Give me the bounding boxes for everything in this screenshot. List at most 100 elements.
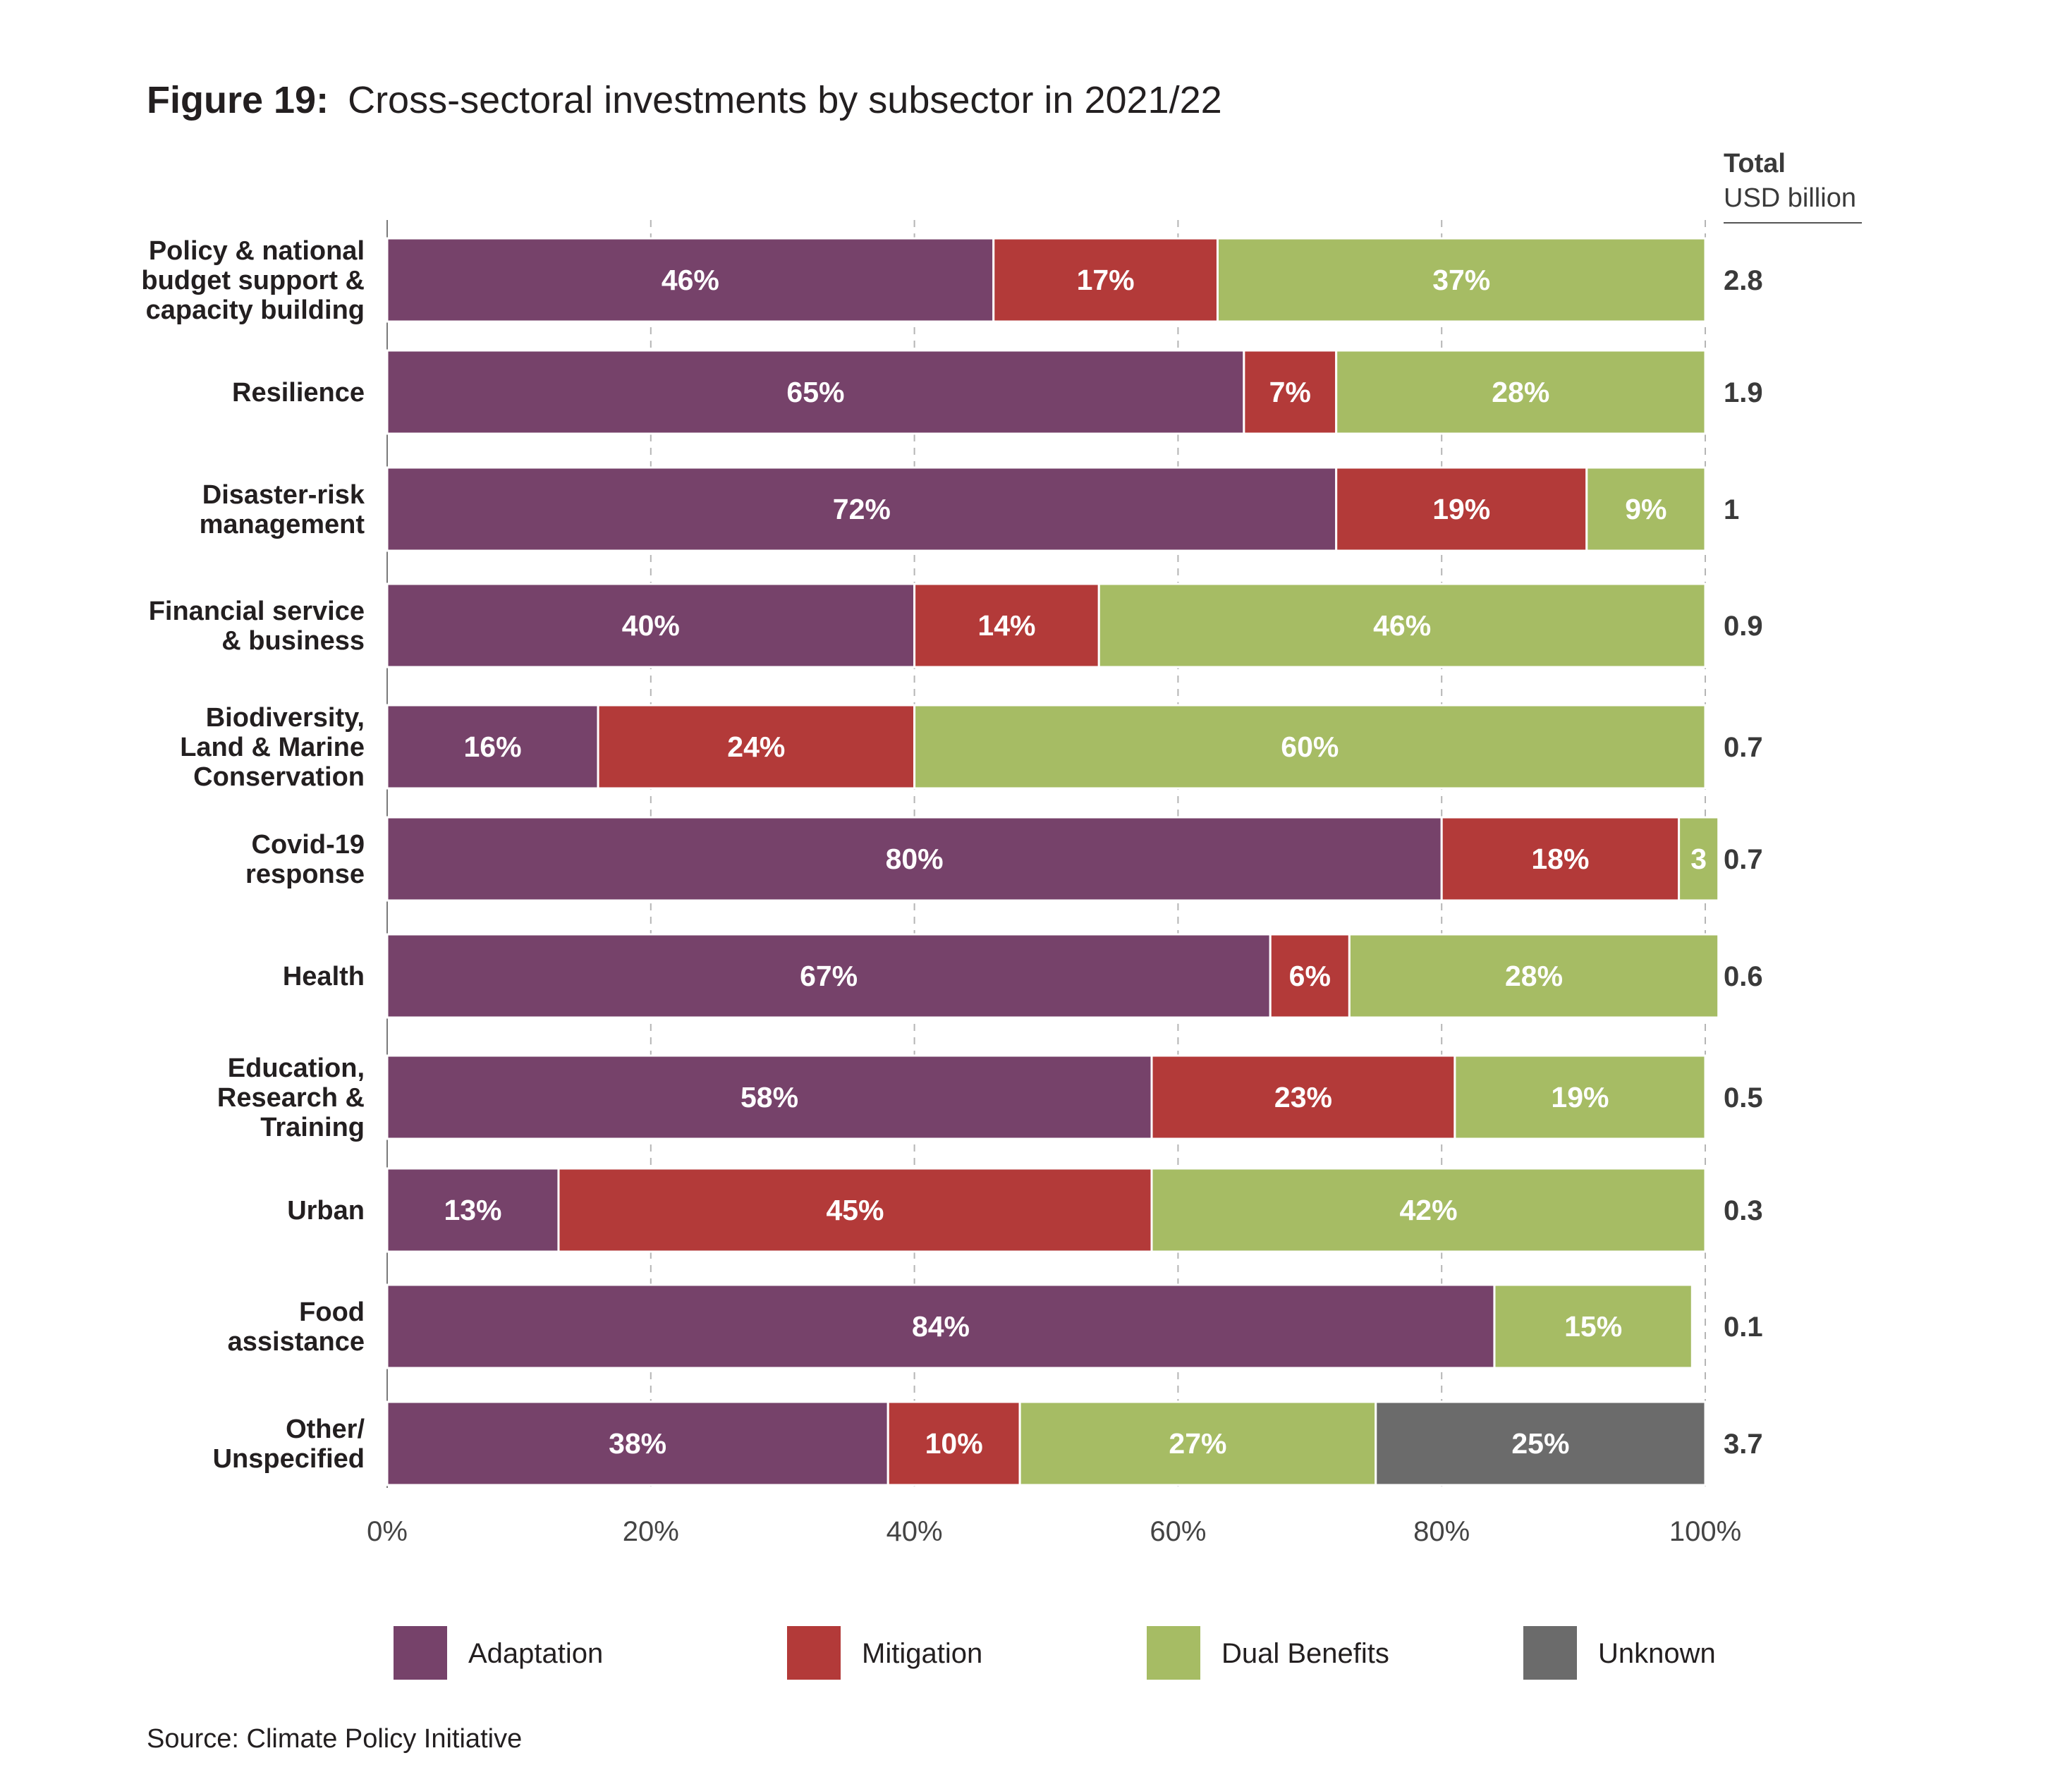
bar-data-label: 23% xyxy=(1274,1081,1332,1113)
bar-data-label: 42% xyxy=(1399,1194,1457,1226)
x-tick-label: 60% xyxy=(1150,1516,1206,1547)
bar-data-label: 28% xyxy=(1505,960,1563,992)
bar-segment-dual-benefits xyxy=(1585,466,1707,552)
bar-data-label: 9% xyxy=(1625,493,1666,525)
total-value: 0.7 xyxy=(1724,844,1763,875)
bar-data-label: 40% xyxy=(622,609,680,642)
bar-segment-dual-benefits xyxy=(1678,816,1720,902)
x-tick-label: 100% xyxy=(1669,1516,1741,1547)
x-tick-label: 40% xyxy=(886,1516,943,1547)
bar-segment-dual-benefits xyxy=(1150,1167,1707,1253)
total-value: 0.1 xyxy=(1724,1312,1763,1343)
total-value: 0.7 xyxy=(1724,732,1763,763)
category-label: Covid-19 response xyxy=(245,830,365,889)
x-axis: 0% 20% 40% 60% 80% 100% xyxy=(367,1516,1741,1547)
legend-label: Mitigation xyxy=(862,1638,982,1669)
bar-segment-mitigation xyxy=(1269,933,1351,1019)
bar-segment-adaptation xyxy=(386,704,599,790)
bar-segment-dual-benefits xyxy=(1018,1400,1377,1486)
bar-data-label: 14% xyxy=(977,609,1035,642)
source-note: Source: Climate Policy Initiative xyxy=(147,1724,522,1754)
bar-segment-dual-benefits xyxy=(1493,1283,1693,1369)
legend-label: Adaptation xyxy=(468,1638,603,1669)
bar-segment-adaptation xyxy=(386,237,995,323)
totals-header-unit: USD billion xyxy=(1724,183,1856,213)
legend-label: Unknown xyxy=(1598,1638,1716,1669)
x-tick-label: 0% xyxy=(367,1516,408,1547)
bar-data-label: 67% xyxy=(800,960,858,992)
total-value: 0.3 xyxy=(1724,1195,1763,1226)
bar-data-label: 17% xyxy=(1077,264,1135,296)
x-tick-label: 20% xyxy=(623,1516,679,1547)
figure-label: Figure 19: xyxy=(147,79,329,121)
total-value: 0.9 xyxy=(1724,611,1763,642)
bar-data-label: 27% xyxy=(1169,1427,1226,1460)
bar-segment-mitigation xyxy=(557,1167,1153,1253)
bars: 46% 17% 37% 65% 7% 28% 72% 19% 9% 40% 14% 46% 16% 24%… xyxy=(386,237,1720,1486)
bar-segment-adaptation xyxy=(386,1167,560,1253)
category-label: Financial service & business xyxy=(149,597,365,656)
bar-data-label: 37% xyxy=(1432,264,1490,296)
legend-swatch xyxy=(394,1626,447,1680)
bar-segment-mitigation xyxy=(1440,816,1681,902)
bar-segment-adaptation xyxy=(386,1283,1496,1369)
bar-data-label: 16% xyxy=(463,731,521,763)
bar-data-label: 46% xyxy=(1373,609,1431,642)
total-value: 0.6 xyxy=(1724,961,1763,992)
bar-data-label: 84% xyxy=(912,1310,970,1343)
total-value: 1 xyxy=(1724,494,1739,525)
bar-data-label: 65% xyxy=(786,376,844,408)
bar-data-label: 6% xyxy=(1289,960,1331,992)
bar-data-label: 3 xyxy=(1690,843,1707,875)
legend-swatch xyxy=(1523,1626,1577,1680)
totals-header-title: Total xyxy=(1724,149,1786,178)
bar-segment-mitigation xyxy=(992,237,1219,323)
category-label: Resilience xyxy=(232,378,365,408)
total-value: 1.9 xyxy=(1724,377,1763,408)
bar-data-label: 45% xyxy=(826,1194,884,1226)
bar-segment-adaptation xyxy=(386,933,1272,1019)
category-label: Education, Research & Training xyxy=(217,1053,365,1142)
legend-label: Dual Benefits xyxy=(1221,1638,1389,1669)
bar-data-label: 13% xyxy=(444,1194,501,1226)
bar-segment-adaptation xyxy=(386,1400,889,1486)
figure-title: Figure 19: Cross-sectoral investments by… xyxy=(147,79,1222,121)
category-label: Health xyxy=(283,962,365,991)
bar-segment-adaptation xyxy=(386,466,1338,552)
figure-title-text: Cross-sectoral investments by subsector … xyxy=(348,79,1222,121)
bar-segment-mitigation xyxy=(1335,466,1588,552)
bar-segment-mitigation xyxy=(597,704,916,790)
bar-data-label: 38% xyxy=(609,1427,666,1460)
legend-swatch xyxy=(1147,1626,1200,1680)
bar-data-label: 28% xyxy=(1492,376,1549,408)
bar-data-label: 80% xyxy=(886,843,944,875)
category-label: Food assistance xyxy=(228,1297,365,1357)
bar-segment-dual-benefits xyxy=(1097,582,1707,668)
category-labels: Policy & national budget support & capacit… xyxy=(141,236,365,1474)
bar-data-label: 58% xyxy=(741,1081,798,1113)
bar-data-label: 7% xyxy=(1269,376,1311,408)
bar-data-label: 19% xyxy=(1551,1081,1609,1113)
bar-data-label: 25% xyxy=(1511,1427,1569,1460)
bar-segment-dual-benefits xyxy=(913,704,1707,790)
bar-data-label: 72% xyxy=(833,493,891,525)
bar-segment-dual-benefits xyxy=(1348,933,1720,1019)
x-tick-label: 80% xyxy=(1413,1516,1470,1547)
bar-segment-adaptation xyxy=(386,816,1443,902)
category-label: Other/Unspecified xyxy=(213,1415,365,1474)
bar-segment-dual-benefits xyxy=(1216,237,1707,323)
total-value: 3.7 xyxy=(1724,1429,1763,1460)
bar-segment-dual-benefits xyxy=(1335,349,1707,435)
legend: Adaptation Mitigation Dual Benefits Unknown xyxy=(394,1626,1716,1680)
legend-swatch xyxy=(787,1626,841,1680)
bar-data-label: 15% xyxy=(1564,1310,1622,1343)
bar-segment-unknown xyxy=(1375,1400,1707,1486)
category-label: Disaster-risk management xyxy=(200,480,365,539)
bar-segment-mitigation xyxy=(886,1400,1021,1486)
total-values: 2.8 1.9 1 0.9 0.7 0.7 0.6 0.5 0.3 0.1 3.7 xyxy=(1724,265,1763,1460)
category-label: Urban xyxy=(287,1196,365,1226)
category-label: Biodiversity, Land & Marine Conservation xyxy=(180,703,365,792)
bar-data-label: 18% xyxy=(1531,843,1589,875)
bar-data-label: 19% xyxy=(1432,493,1490,525)
